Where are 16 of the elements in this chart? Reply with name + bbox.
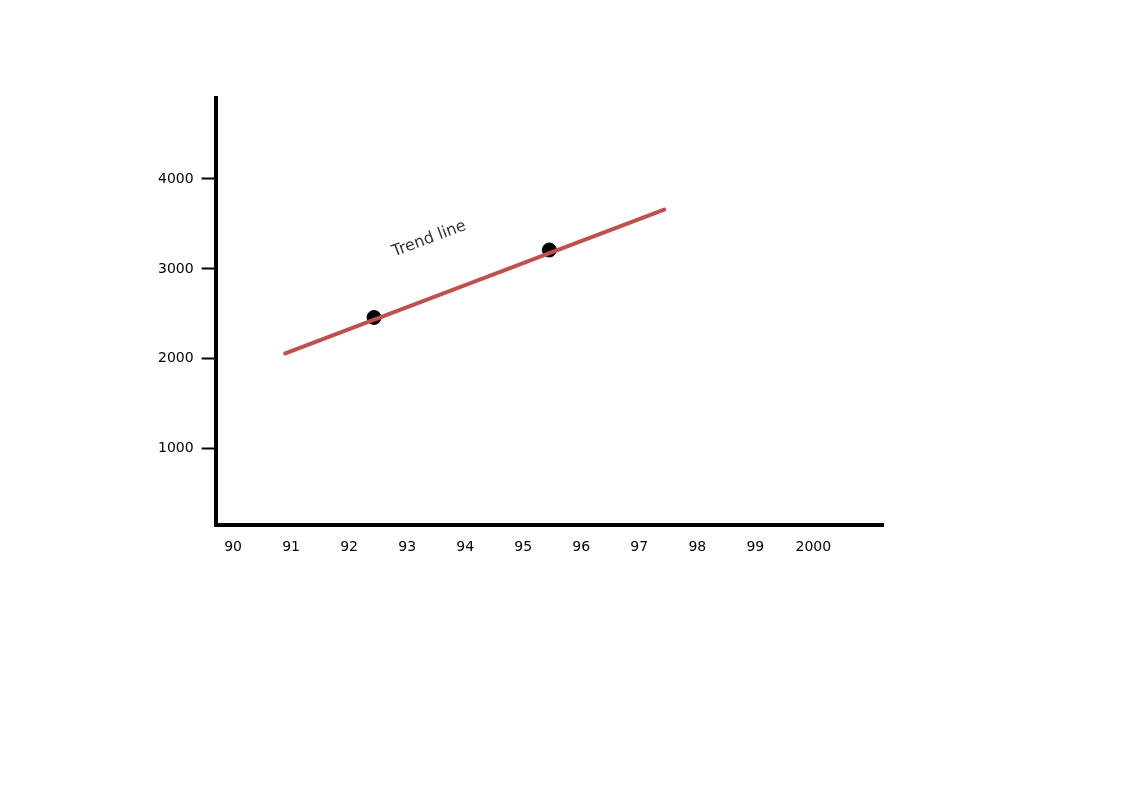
x-tick-label: 99 [746, 538, 765, 555]
x-tick-label: 98 [688, 538, 707, 555]
x-tick-label: 95 [514, 538, 533, 555]
y-tick-label: 1000 [157, 439, 194, 456]
x-tick-label: 2000 [795, 538, 832, 555]
x-tick-label: 92 [340, 538, 359, 555]
x-tick-label: 93 [398, 538, 417, 555]
y-tick-label: 2000 [157, 349, 194, 366]
x-tick-label: 90 [224, 538, 242, 555]
y-tick-label: 4000 [157, 169, 194, 186]
x-tick-label: 94 [456, 538, 475, 555]
x-tick-label: 91 [282, 538, 300, 555]
x-tick-label: 96 [572, 538, 591, 555]
x-tick-label: 97 [630, 538, 649, 555]
y-tick-label: 3000 [157, 259, 194, 276]
annotation: Trend line [388, 215, 469, 261]
